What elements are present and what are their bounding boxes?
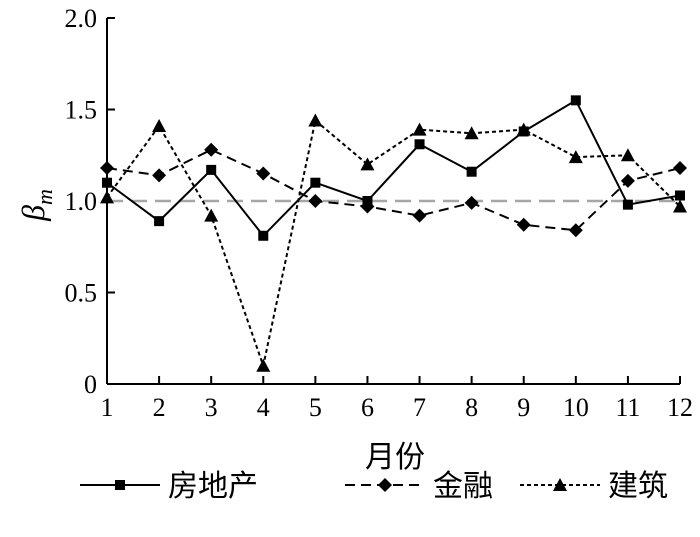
x-tick-label: 8 (465, 393, 478, 422)
data-point (206, 164, 217, 175)
legend-item-3: 建筑 (520, 469, 668, 504)
y-axis-title: βm (15, 189, 57, 222)
x-tick-label: 3 (205, 393, 218, 422)
data-point (154, 216, 165, 227)
x-tick-label: 9 (517, 393, 530, 422)
data-point (102, 177, 112, 188)
data-point (152, 118, 167, 132)
series-2-line (106, 148, 681, 232)
y-tick-label: 2.0 (65, 4, 98, 33)
x-tick-label: 11 (615, 393, 640, 422)
x-tick-label: 12 (667, 393, 693, 422)
data-point (568, 150, 583, 164)
x-tick-label: 5 (309, 393, 322, 422)
data-point (620, 173, 635, 188)
tick-labels: 00.51.01.52.01 2 3 4 5 6 7 8 9 10 11 12 (65, 4, 694, 422)
legend-label: 金融 (433, 469, 493, 504)
legend-marker (115, 480, 125, 490)
data-point (516, 122, 531, 136)
data-point (673, 161, 687, 176)
legend-label: 建筑 (608, 469, 668, 504)
y-tick-label: 1.5 (65, 96, 98, 125)
data-point (204, 142, 219, 157)
data-point (152, 168, 167, 183)
y-tick-label: 0.5 (65, 279, 98, 308)
series-1-line (106, 98, 681, 238)
data-point (412, 208, 427, 223)
x-tick-label: 1 (101, 393, 114, 422)
data-point (414, 139, 425, 150)
x-tick-label: 7 (413, 393, 426, 422)
x-tick-label: 6 (361, 393, 374, 422)
data-point (570, 95, 581, 106)
data-point (256, 358, 271, 372)
data-point (256, 166, 271, 181)
data-point (622, 199, 633, 210)
data-point (466, 166, 477, 177)
legend-label: 房地产 (168, 469, 258, 504)
legend: 房地产 金融 建筑 (80, 469, 668, 504)
data-point (360, 199, 375, 214)
legend-marker (553, 478, 567, 491)
data-point (308, 113, 323, 127)
data-point (464, 126, 479, 140)
x-axis-title: 月份 (365, 440, 425, 475)
x-tick-label: 10 (563, 393, 589, 422)
data-point (675, 190, 685, 201)
series-3-line (106, 118, 681, 370)
data-point (204, 208, 219, 222)
data-point (673, 199, 687, 213)
legend-marker (378, 478, 392, 492)
x-tick-label: 2 (153, 393, 166, 422)
data-point (310, 177, 321, 188)
data-point (308, 194, 323, 208)
y-tick-label: 0 (84, 370, 97, 399)
data-point (568, 223, 583, 238)
legend-item-2: 金融 (345, 469, 493, 504)
data-point (100, 190, 114, 204)
series-3 (100, 113, 687, 372)
data-point (258, 230, 269, 241)
legend-item-1: 房地产 (80, 469, 258, 504)
data-point (412, 122, 427, 136)
y-tick-label: 1.0 (65, 187, 98, 216)
data-point (620, 148, 635, 162)
series-1 (102, 95, 685, 241)
series-2 (100, 142, 687, 238)
y-axis-title-base: β (15, 205, 51, 222)
data-point (360, 157, 375, 171)
data-point (100, 161, 114, 176)
data-point (516, 217, 531, 232)
data-point (464, 195, 479, 210)
series-group (100, 95, 687, 372)
x-tick-label: 4 (257, 393, 270, 422)
y-axis-title-sub: m (32, 189, 57, 205)
